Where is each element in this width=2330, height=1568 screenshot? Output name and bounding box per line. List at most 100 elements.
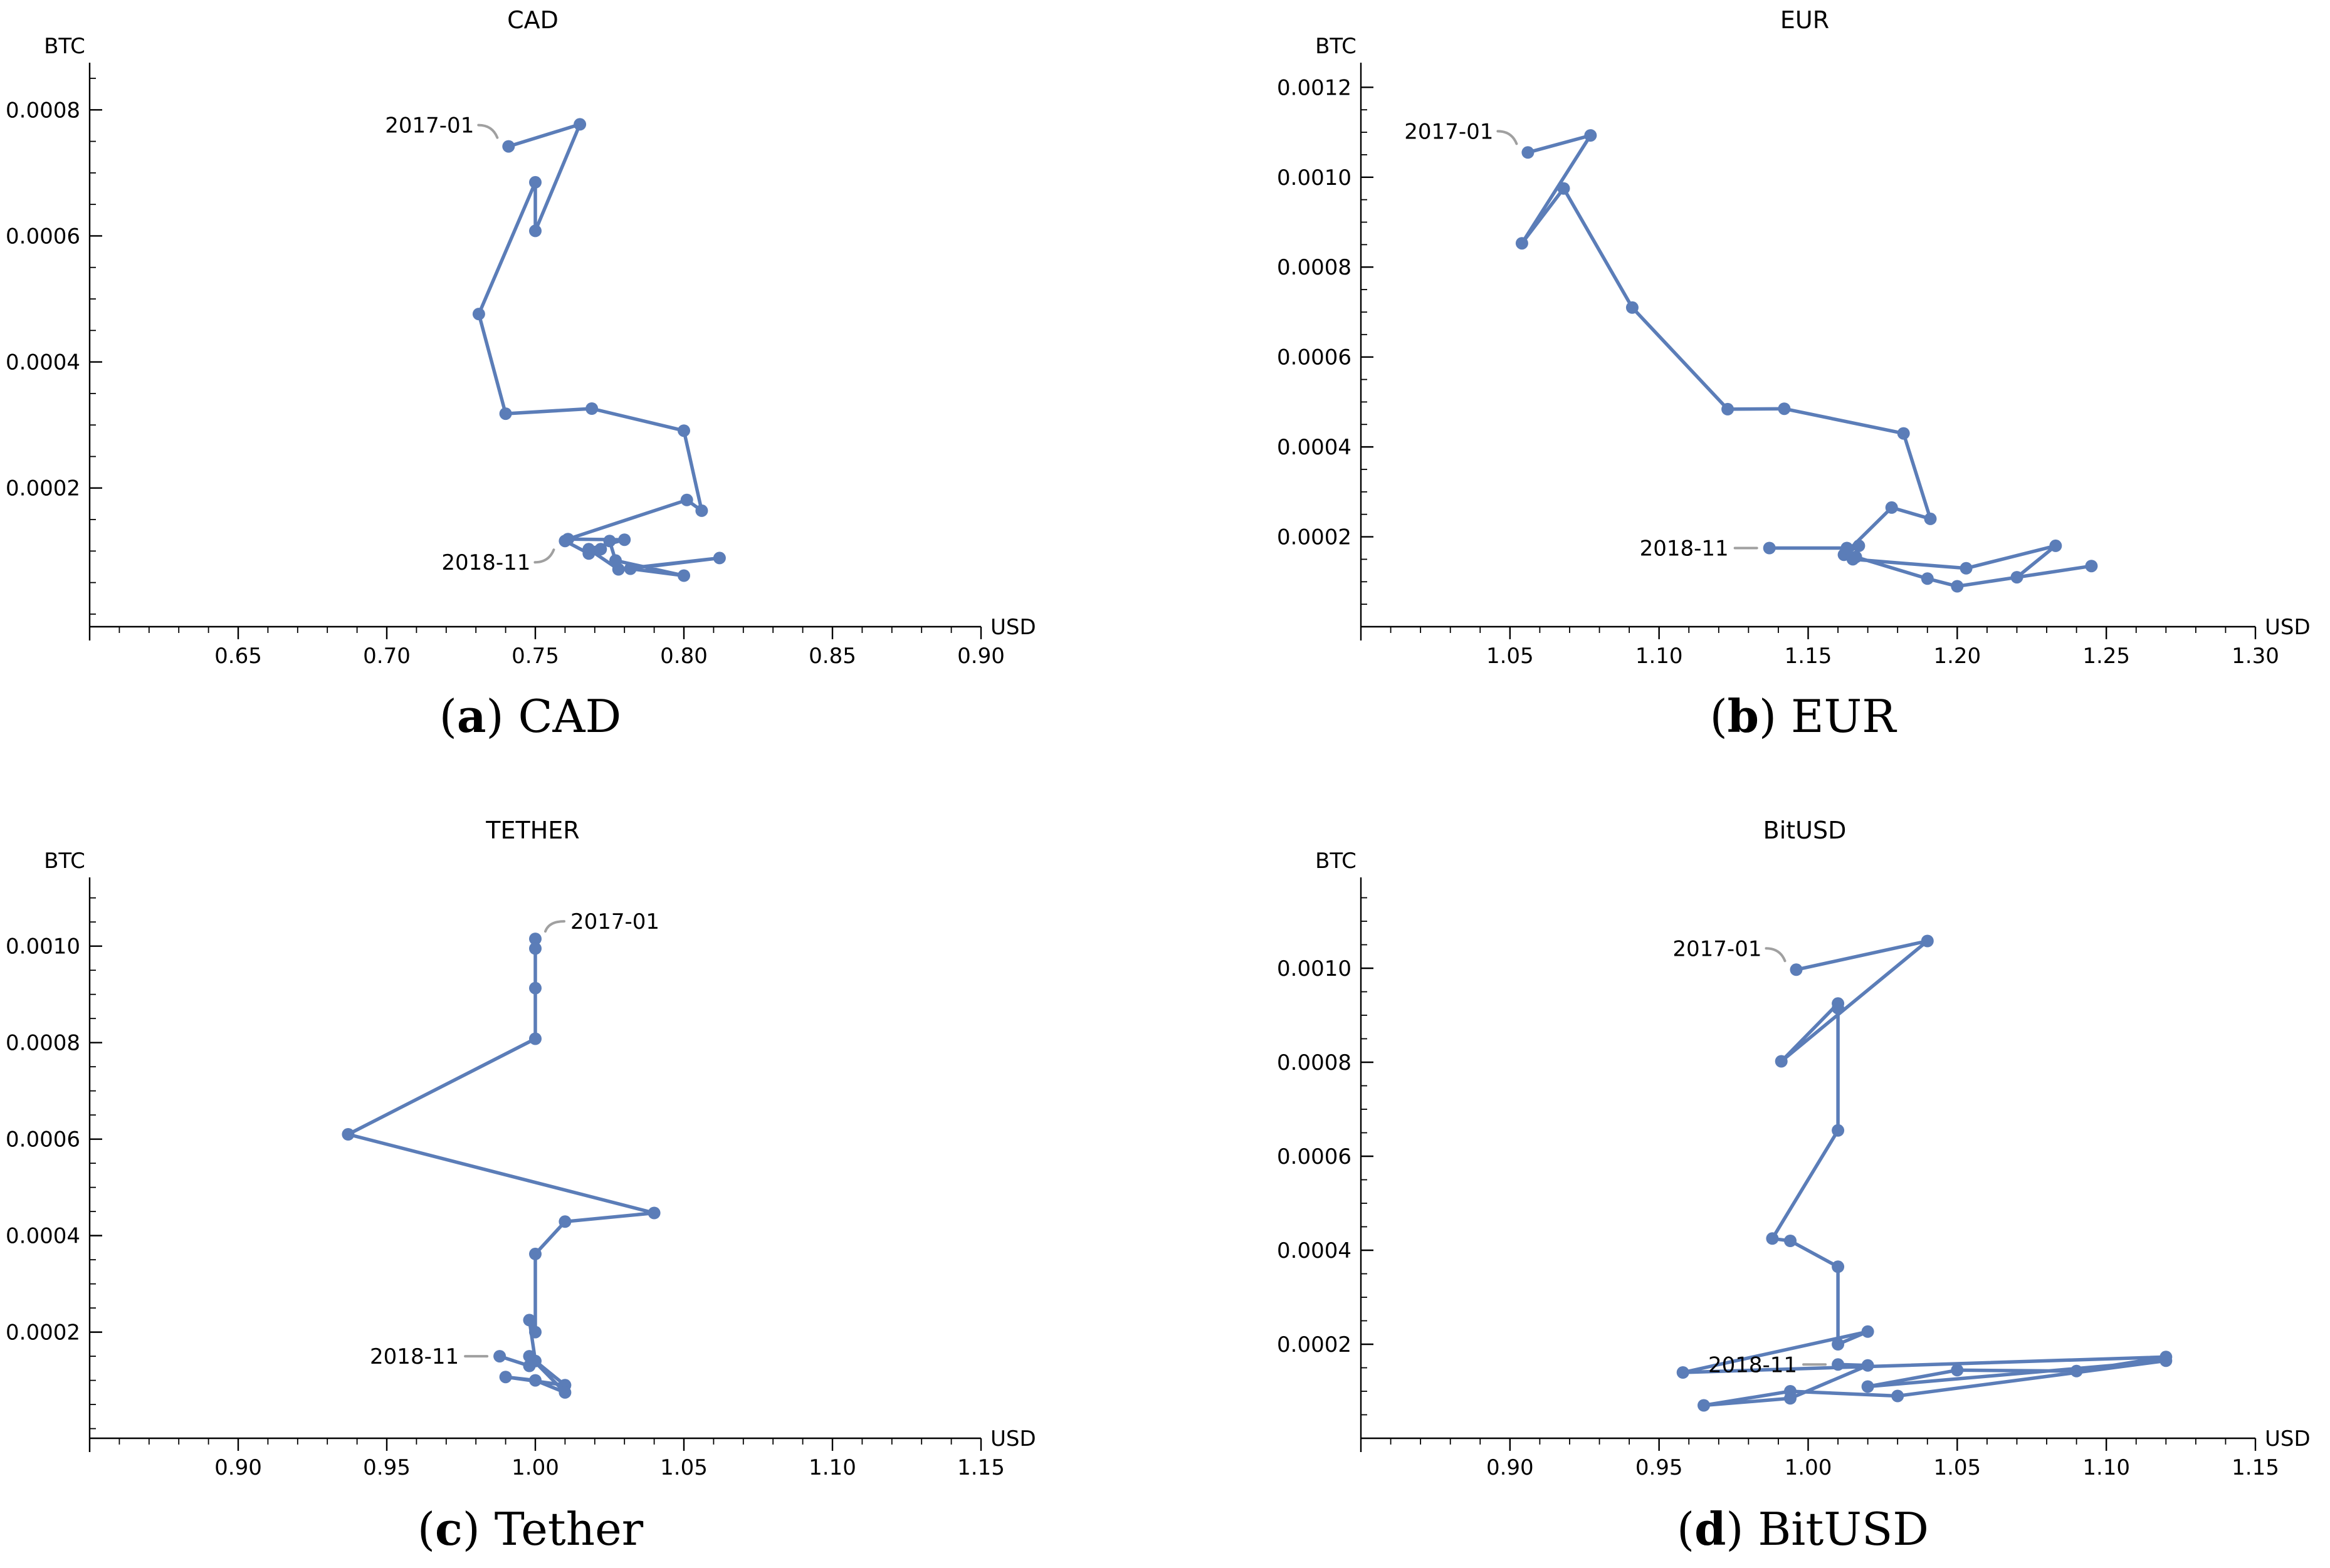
data-point [1849,550,1862,563]
x-tick-label: 0.75 [512,644,559,669]
data-point [695,504,708,517]
x-tick-label: 0.70 [363,644,411,669]
x-tick-label: 1.15 [957,1455,1005,1480]
data-point [1960,562,1973,575]
data-point [1778,402,1791,416]
callout-leader [477,123,499,139]
data-point [529,1032,542,1045]
series-line [346,937,656,1394]
data-point [618,533,631,546]
y-axis-title: BTC [44,34,85,59]
chart-panel-c: TETHER BTC USD 0.90 0.95 1.00 1.05 1.10 1.15 0.00… [6,817,1036,1555]
y-tick-label: 0.0010 [6,934,80,959]
chart-title: CAD [507,6,559,34]
callout-label: 2017-01 [1404,119,1493,144]
y-tick-label: 0.0006 [1277,345,1351,370]
data-point [499,1371,512,1384]
series-line [1520,133,2094,588]
subfigure-caption: (d) BitUSD [1677,1502,1929,1555]
chart-panel-a: CAD BTC USD 0.65 0.70 0.75 0.80 0.85 0.90 0.0002 0… [6,6,1036,743]
x-tick-label: 1.20 [1933,644,1981,669]
x-tick-label: 0.90 [957,644,1005,669]
data-point [603,535,616,548]
x-tick-label: 0.90 [214,1455,262,1480]
data-point [1784,1235,1797,1247]
data-point [1790,963,1803,976]
y-tick-label: 0.0006 [1277,1144,1351,1169]
data-point [529,942,542,955]
callout-leader [544,920,565,933]
data-point [529,224,542,238]
y-tick-label: 0.0008 [6,1031,80,1056]
data-point [529,1247,542,1260]
x-tick-label: 0.90 [1486,1455,1534,1480]
data-point [1852,539,1866,552]
y-tick-label: 0.0008 [1277,1050,1351,1075]
data-point [1784,1392,1797,1405]
y-tick-label: 0.0008 [1277,255,1351,280]
y-axis-title: BTC [1315,34,1357,59]
callout-leader [533,548,555,564]
x-tick-label: 1.05 [1486,644,1534,669]
data-point [559,1386,572,1399]
callout-label: 2018-11 [1640,536,1729,561]
data-point [1515,237,1528,250]
callout-leader [1765,947,1787,963]
data-point [1840,541,1854,555]
data-point [1861,1359,1874,1372]
data-point [609,554,622,567]
data-point [529,175,542,189]
callout-label: 2018-11 [1708,1352,1797,1377]
data-point [1885,501,1898,514]
data-point [713,551,726,565]
data-point [523,1350,536,1363]
data-point [574,118,587,131]
data-point [1924,512,1937,525]
series-line [477,122,722,578]
x-tick-label: 1.10 [2082,1455,2130,1480]
x-tick-label: 1.00 [1785,1455,1832,1480]
data-point [680,493,693,506]
data-point [648,1206,661,1220]
subfigure-caption: (b) EUR [1710,689,1897,743]
data-point [1775,1055,1788,1068]
data-point [1766,1232,1779,1245]
data-point [1951,1364,1964,1377]
data-point [499,407,512,421]
y-tick-label: 0.0002 [1277,1332,1351,1357]
subfigure-caption: (c) Tether [417,1502,644,1555]
data-point [1763,541,1776,555]
data-point [342,1128,355,1141]
data-point [1721,402,1734,416]
data-point [582,547,596,560]
data-point [1832,1124,1845,1137]
x-tick-label: 1.10 [809,1455,856,1480]
data-point [529,981,542,995]
y-tick-label: 0.0012 [1277,75,1351,100]
y-tick-label: 0.0004 [6,350,80,375]
callout-label: 2018-11 [370,1344,459,1369]
data-point [1557,182,1570,195]
data-point [1521,146,1535,159]
data-point [1861,1325,1874,1338]
y-tick-label: 0.0002 [6,1320,80,1346]
callout-label: 2018-11 [441,550,530,575]
data-point [594,543,607,556]
x-tick-label: 1.25 [2082,644,2130,669]
y-tick-label: 0.0008 [6,98,80,123]
data-point [585,402,599,415]
data-point [529,1374,542,1387]
data-point [523,1314,536,1327]
y-tick-label: 0.0004 [1277,435,1351,460]
data-point [2085,560,2098,573]
x-tick-label: 1.00 [512,1455,559,1480]
x-tick-label: 0.95 [363,1455,411,1480]
x-axis-title: USD [990,1426,1036,1451]
x-axis-title: USD [2265,1426,2311,1451]
callout-leader [1496,130,1518,145]
x-tick-label: 0.80 [660,644,708,669]
data-point [1832,1260,1845,1273]
data-point [2049,539,2062,552]
x-tick-label: 0.85 [809,644,856,669]
data-point [1676,1366,1689,1379]
